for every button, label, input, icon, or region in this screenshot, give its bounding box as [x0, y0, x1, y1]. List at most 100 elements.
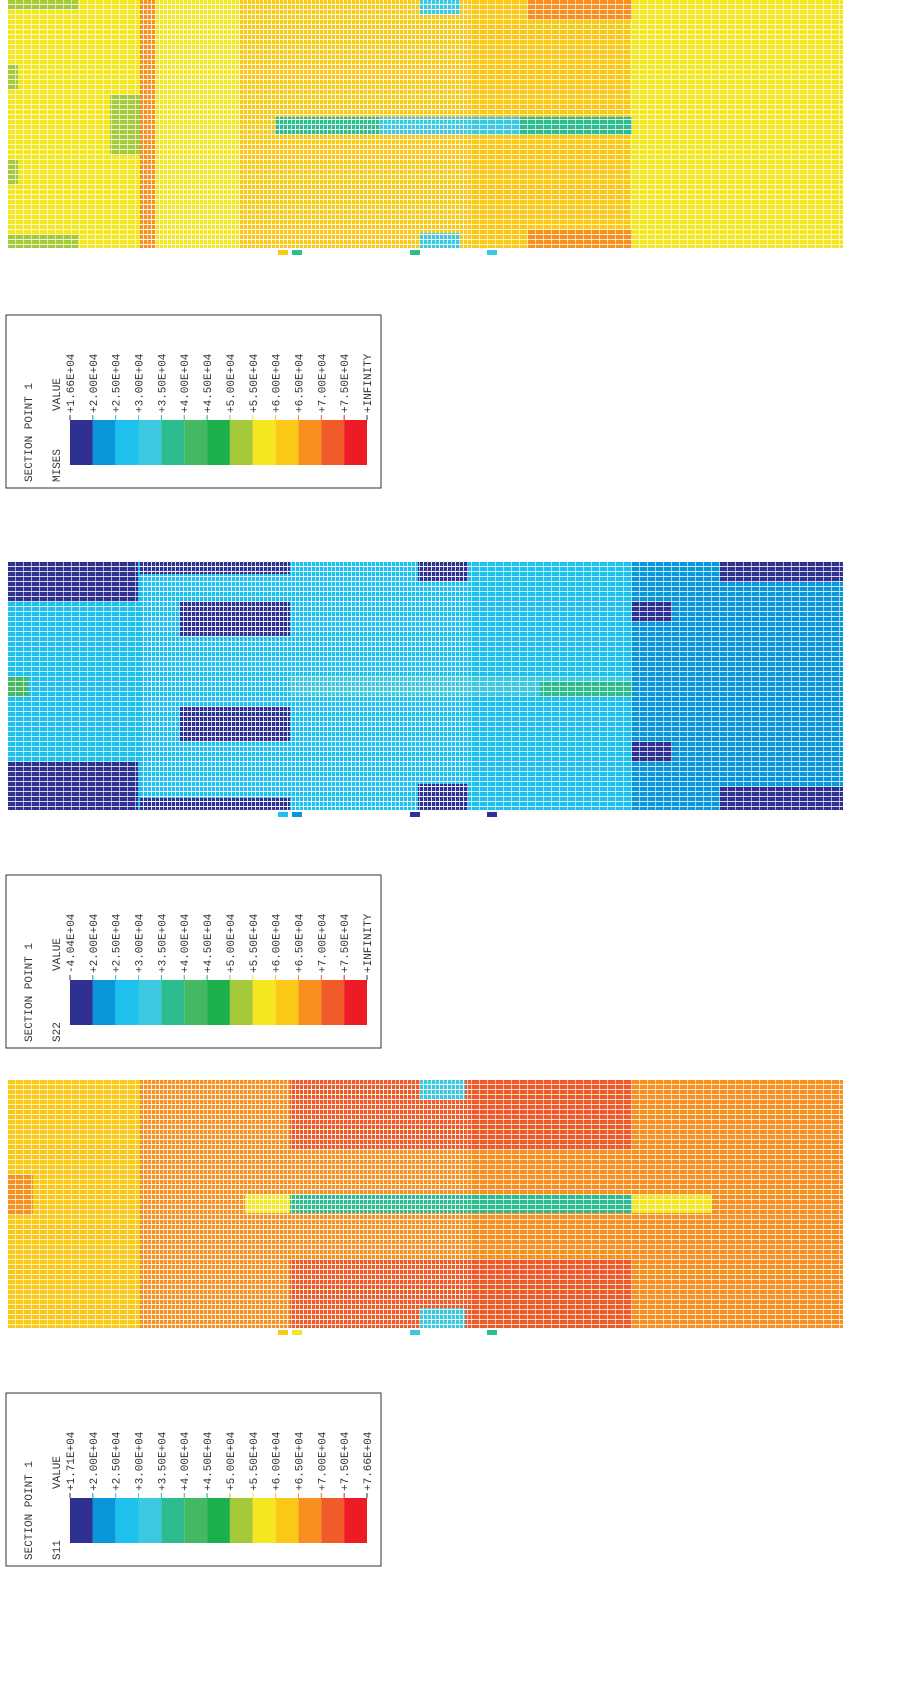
legend-section: SECTION POINT 1 — [24, 1461, 36, 1560]
legend-swatch — [92, 980, 116, 1025]
node-marker — [278, 1330, 288, 1335]
legend-swatch — [161, 1498, 185, 1543]
legend-swatch — [229, 420, 253, 465]
legend-label: +6.50E+04 — [294, 353, 306, 413]
legend-header: VALUE — [52, 1456, 64, 1489]
legend-swatch — [70, 980, 93, 1025]
legend-label: +6.00E+04 — [272, 1431, 284, 1491]
legend-header: VALUE — [52, 938, 64, 971]
node-marker — [487, 812, 497, 817]
legend: SECTION POINT 1 S22 VALUE -4.04E+04 +2.00E+0… — [5, 874, 382, 1049]
legend-swatch — [298, 1498, 322, 1543]
legend-swatch — [115, 1498, 139, 1543]
legend-swatch — [344, 980, 367, 1025]
legend-label: +2.00E+04 — [89, 353, 101, 413]
legend-swatch — [229, 980, 253, 1025]
legend-label: +4.00E+04 — [180, 913, 192, 973]
mesh — [140, 1080, 470, 1328]
legend-label: +5.00E+04 — [226, 1431, 238, 1491]
legend-label: +2.00E+04 — [89, 913, 101, 973]
legend-label: +2.50E+04 — [112, 913, 124, 973]
contour-plot — [8, 1080, 843, 1335]
legend-header: VALUE — [52, 378, 64, 411]
legend-label: +7.00E+04 — [317, 353, 329, 413]
legend-label: +5.00E+04 — [226, 913, 238, 973]
legend-swatch — [207, 980, 230, 1025]
legend-swatch — [184, 420, 208, 465]
legend-label: +4.50E+04 — [203, 1431, 215, 1491]
legend-swatch — [252, 1498, 276, 1543]
legend-section: SECTION POINT 1 — [24, 943, 36, 1042]
legend-swatch — [344, 420, 367, 465]
legend-label: +3.00E+04 — [135, 1431, 147, 1491]
legend-swatch — [275, 1498, 299, 1543]
legend-label: +7.50E+04 — [340, 353, 352, 413]
contour-plot — [8, 0, 843, 255]
node-marker — [410, 1330, 420, 1335]
node-marker — [292, 250, 302, 255]
legend-label: +5.00E+04 — [226, 353, 238, 413]
legend-swatch — [207, 1498, 230, 1543]
legend-label: +1.71E+04 — [66, 1431, 78, 1491]
legend-swatch — [138, 420, 162, 465]
legend-swatch — [161, 980, 185, 1025]
mesh — [140, 562, 470, 810]
node-marker — [487, 1330, 497, 1335]
legend: SECTION POINT 1 S11 VALUE +1.71E+04 +2.00E+0… — [5, 1392, 382, 1567]
legend-swatch — [229, 1498, 253, 1543]
legend-label: +INFINITY — [363, 353, 375, 413]
legend-label: +4.00E+04 — [180, 1431, 192, 1491]
legend-label: +3.00E+04 — [135, 913, 147, 973]
legend-swatch — [92, 1498, 116, 1543]
legend-variable: MISES — [52, 449, 64, 482]
legend-swatch — [252, 420, 276, 465]
legend-swatch — [344, 1498, 367, 1543]
contour-plot — [8, 562, 843, 817]
legend-label: +2.00E+04 — [89, 1431, 101, 1491]
legend-swatch — [70, 1498, 93, 1543]
legend-label: +4.00E+04 — [180, 353, 192, 413]
legend-swatch — [275, 980, 299, 1025]
legend-swatch — [298, 980, 322, 1025]
legend-label: +7.50E+04 — [340, 1431, 352, 1491]
legend-label: +7.00E+04 — [317, 913, 329, 973]
legend-variable: S22 — [52, 1022, 64, 1042]
legend-swatch — [321, 420, 345, 465]
legend-label: +7.50E+04 — [340, 913, 352, 973]
node-marker — [278, 812, 288, 817]
legend-section: SECTION POINT 1 — [24, 383, 36, 482]
legend-label: +6.00E+04 — [272, 353, 284, 413]
legend-swatch — [298, 420, 322, 465]
legend-label: +5.50E+04 — [249, 913, 261, 973]
legend-swatch — [92, 420, 116, 465]
node-marker — [410, 250, 420, 255]
legend-swatch — [207, 420, 230, 465]
legend-swatch — [184, 980, 208, 1025]
node-marker — [487, 250, 497, 255]
legend-label: +7.66E+04 — [363, 1431, 375, 1491]
legend-label: +6.50E+04 — [294, 1431, 306, 1491]
legend-swatch — [70, 420, 93, 465]
legend-label: +2.50E+04 — [112, 353, 124, 413]
legend-label: +7.00E+04 — [317, 1431, 329, 1491]
legend-swatch — [138, 1498, 162, 1543]
legend-label: +2.50E+04 — [112, 1431, 124, 1491]
legend-label: +3.50E+04 — [157, 1431, 169, 1491]
legend-swatch — [321, 1498, 345, 1543]
legend-label: +4.50E+04 — [203, 913, 215, 973]
legend-label: +INFINITY — [363, 913, 375, 973]
legend: SECTION POINT 1 MISES VALUE +1.66E+04 +2.00E… — [5, 314, 382, 489]
node-marker — [278, 250, 288, 255]
legend-label: -4.04E+04 — [66, 913, 78, 973]
legend-swatch — [138, 980, 162, 1025]
node-marker — [292, 812, 302, 817]
legend-swatch — [115, 980, 139, 1025]
legend-label: +3.00E+04 — [135, 353, 147, 413]
mesh — [140, 0, 470, 248]
legend-label: +5.50E+04 — [249, 353, 261, 413]
node-marker — [292, 1330, 302, 1335]
legend-swatch — [321, 980, 345, 1025]
legend-swatch — [252, 980, 276, 1025]
legend-label: +3.50E+04 — [157, 353, 169, 413]
